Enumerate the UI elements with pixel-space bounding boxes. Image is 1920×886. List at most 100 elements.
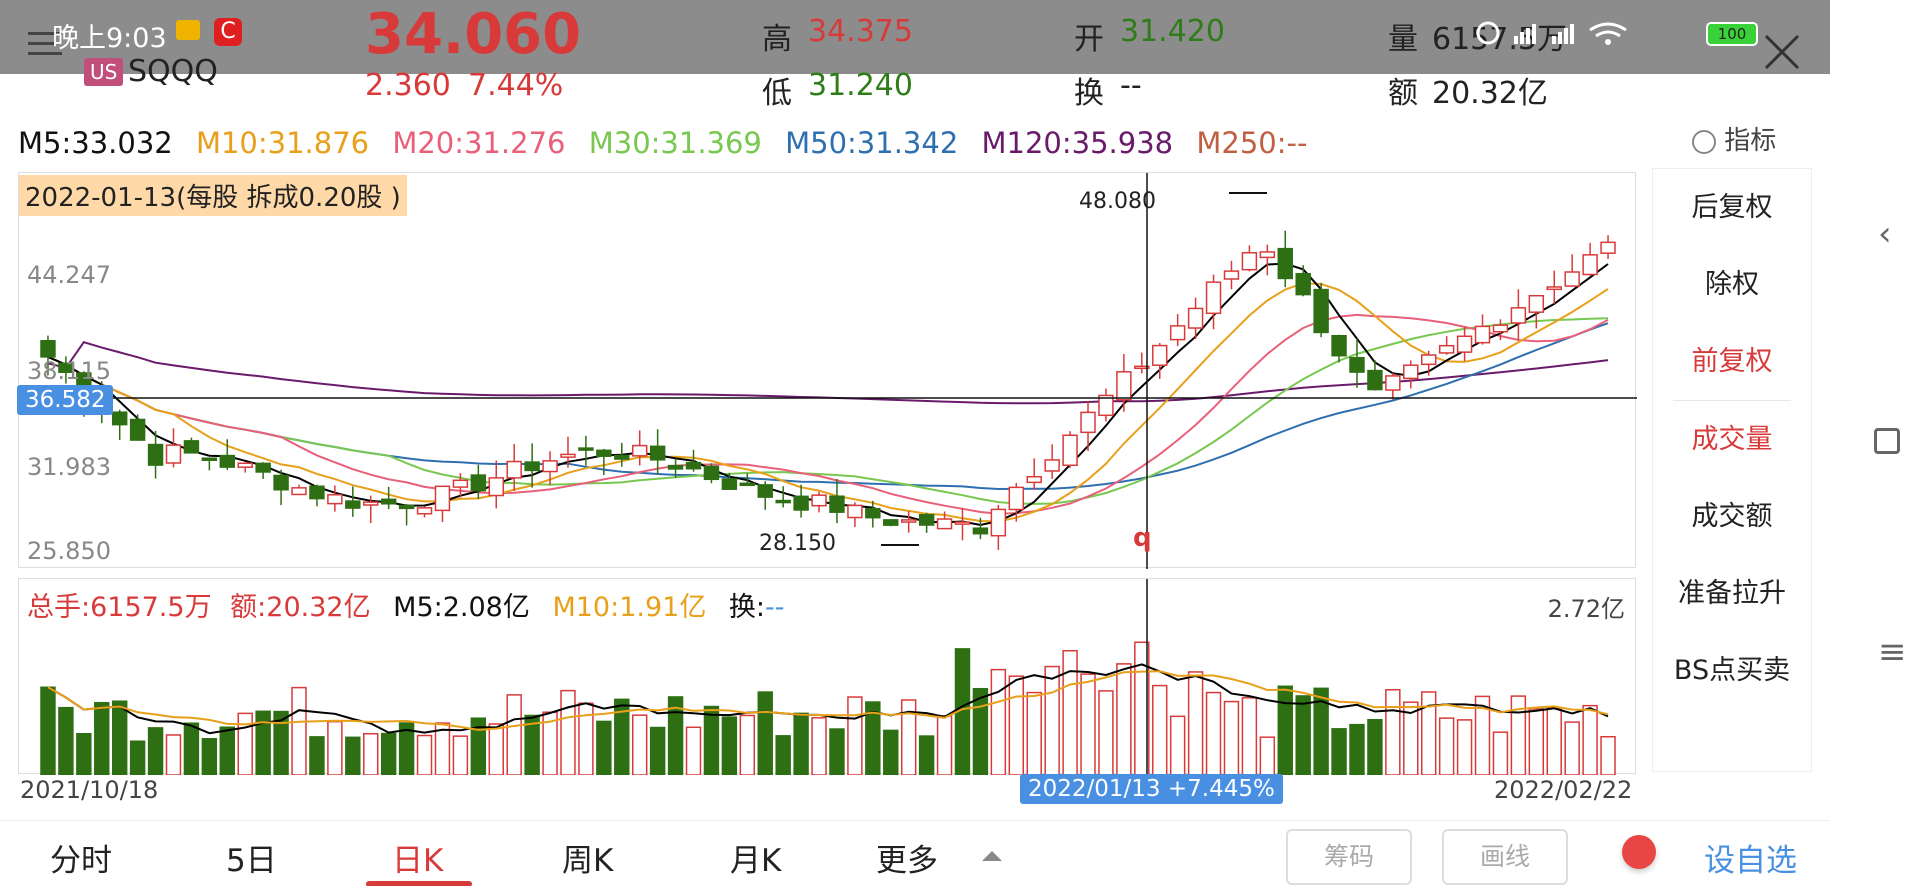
candle-body	[488, 477, 504, 497]
volume-bar	[1080, 673, 1096, 776]
volume-bar	[1044, 665, 1060, 776]
candle-body	[1134, 365, 1150, 370]
candle-body	[345, 500, 361, 509]
candle-body	[291, 487, 307, 496]
option-back-adjust[interactable]: 后复权	[1691, 192, 1773, 223]
tab-daily-k[interactable]: 日K	[392, 843, 444, 879]
candle-body	[1223, 270, 1240, 280]
candle-body	[578, 447, 594, 451]
candle-body	[1367, 369, 1383, 391]
high-value: 34.375	[808, 14, 913, 49]
draw-line-button[interactable]: 画线	[1442, 829, 1568, 885]
active-tab-indicator	[366, 881, 472, 886]
candle-body	[1510, 307, 1527, 324]
high-mark-label: 48.080	[1079, 189, 1156, 214]
tab-more[interactable]: 更多	[876, 843, 938, 879]
ma50-label: M50:31.342	[785, 126, 959, 160]
candle-body	[524, 461, 540, 472]
candle-body	[685, 461, 702, 470]
candle-body	[757, 484, 773, 498]
volume-bar	[1062, 649, 1078, 776]
volume-bar	[488, 723, 504, 776]
candle-body	[1044, 459, 1060, 472]
turnover-label: 换	[1074, 76, 1104, 111]
volume-bar	[1385, 689, 1401, 776]
vol-max-label: 2.72亿	[1547, 595, 1625, 623]
volume-bar	[201, 738, 218, 776]
volume-bar	[1259, 736, 1276, 776]
volume-bar	[1367, 718, 1383, 776]
volume-bar	[775, 735, 791, 776]
close-icon[interactable]	[1762, 32, 1802, 72]
chips-button[interactable]: 筹码	[1286, 829, 1412, 885]
volume-chart[interactable]: 总手:6157.5万 额:20.32亿 M5:2.08亿 M10:1.91亿 换…	[18, 578, 1636, 776]
volume-bar	[739, 714, 756, 776]
candle-body	[1546, 286, 1562, 291]
volume-bar	[703, 705, 720, 776]
candle-body	[398, 504, 415, 510]
candle-body	[111, 411, 128, 426]
vol-ma5-line	[47, 663, 1609, 735]
option-ready-rise[interactable]: 准备拉升	[1678, 578, 1786, 609]
volume-bar	[811, 717, 827, 776]
tab-weekly-k[interactable]: 周K	[562, 843, 614, 879]
candle-body	[883, 519, 899, 526]
volume-bar	[936, 715, 953, 776]
kline-chart[interactable]: 2022-01-13(每股 拆成0.20股 ) 36.582 44.247 38…	[17, 172, 1637, 569]
ma250-label: M250:--	[1196, 126, 1308, 160]
split-note: 2022-01-13(每股 拆成0.20股 )	[19, 175, 407, 216]
tab-monthly-k[interactable]: 月K	[730, 843, 782, 879]
add-watchlist-button[interactable]: 设自选	[1704, 843, 1797, 879]
tab-5day[interactable]: 5日	[226, 843, 277, 879]
square-icon[interactable]	[1874, 428, 1900, 454]
adjust-panel: 后复权 除权 前复权 成交量 成交额 准备拉升 BS点买卖	[1652, 168, 1812, 772]
indicator-button[interactable]: 指标	[1692, 120, 1776, 157]
low-mark-label: 28.150	[759, 531, 836, 556]
back-chevron-icon[interactable]: ‹	[1878, 214, 1892, 254]
ma5-label: M5:33.032	[18, 126, 173, 160]
volume-bar	[1169, 715, 1186, 776]
volume-bar	[596, 720, 612, 776]
volume-bar	[237, 712, 253, 776]
volume-bar	[1349, 723, 1365, 776]
panel-divider	[1673, 400, 1791, 401]
candle-body	[219, 454, 235, 468]
date-end: 2022/02/22	[1494, 776, 1633, 804]
date-start: 2021/10/18	[20, 776, 159, 804]
volume-bar	[1528, 708, 1545, 776]
candle-body	[1080, 411, 1096, 434]
menu-icon[interactable]	[28, 30, 64, 56]
option-forward-adjust[interactable]: 前复权	[1691, 346, 1773, 377]
price-change-pct: 7.44%	[468, 68, 564, 103]
ma5-line	[47, 262, 1609, 527]
candle-body	[542, 460, 558, 473]
volume-bar	[829, 728, 845, 776]
candle-body	[847, 504, 863, 519]
hamburger-icon[interactable]: ≡	[1878, 632, 1907, 672]
candle-body	[900, 519, 917, 523]
axis-label-1: 44.247	[27, 261, 111, 289]
vol-turnover: --	[765, 592, 785, 623]
tab-timeshare[interactable]: 分时	[50, 843, 112, 879]
volume-bar	[918, 735, 935, 776]
market-badge: US	[84, 58, 124, 86]
candle-body	[667, 464, 684, 470]
option-bs-points[interactable]: BS点买卖	[1673, 655, 1791, 686]
option-ex-rights[interactable]: 除权	[1705, 269, 1759, 300]
candle-body	[255, 462, 271, 473]
option-volume[interactable]: 成交量	[1691, 424, 1773, 455]
record-icon[interactable]	[1622, 835, 1656, 869]
candle-body	[560, 453, 576, 458]
vol-m10: M10:1.91亿	[552, 592, 707, 623]
candle-body	[165, 444, 182, 464]
volume-bar	[1582, 704, 1598, 776]
low-label: 低	[762, 76, 792, 111]
volume-bar	[1098, 690, 1114, 776]
candle-body	[1600, 241, 1616, 254]
volume-bar	[58, 706, 74, 776]
volume-bar	[1008, 675, 1024, 776]
more-caret-icon[interactable]	[982, 851, 1002, 861]
vol-total: 总手:6157.5万	[27, 592, 212, 623]
option-amount[interactable]: 成交额	[1691, 501, 1773, 532]
volume-value: 6157.5万	[1432, 22, 1567, 57]
